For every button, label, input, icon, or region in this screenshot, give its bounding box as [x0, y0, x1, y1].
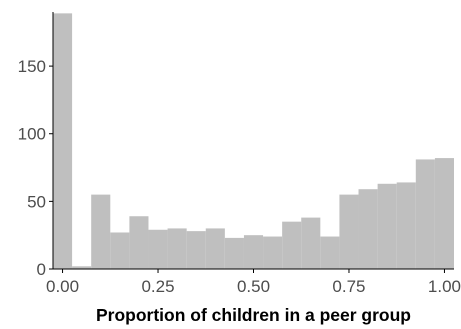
histogram-bar — [358, 189, 378, 269]
histogram-bar — [339, 194, 359, 269]
histogram-bar — [186, 231, 206, 269]
x-axis-title: Proportion of children in a peer group — [96, 305, 411, 325]
histogram-bar — [167, 228, 187, 269]
x-tick-label: 0.50 — [237, 277, 270, 296]
histogram-bar — [263, 236, 283, 269]
histogram-bar — [110, 232, 130, 269]
y-axis-ticks: 0 50 100 150 — [18, 57, 53, 279]
x-tick-label: 0.00 — [46, 277, 79, 296]
histogram-bar — [129, 216, 149, 269]
histogram-bar — [148, 229, 168, 269]
histogram-bar — [434, 158, 454, 269]
histogram-bar — [396, 182, 416, 269]
x-axis-ticks: 0.00 0.25 0.50 0.75 1.00 — [46, 269, 461, 296]
histogram-bar — [224, 237, 244, 269]
histogram-bars — [53, 13, 454, 270]
histogram-bar — [243, 235, 264, 269]
histogram-bar — [415, 159, 435, 269]
histogram-bar — [53, 13, 73, 270]
histogram-bar — [72, 266, 92, 269]
y-tick-label: 100 — [18, 125, 46, 144]
histogram-bar — [377, 183, 397, 269]
histogram-bar — [205, 228, 225, 269]
x-tick-label: 0.25 — [141, 277, 174, 296]
histogram-bar — [91, 194, 111, 269]
y-tick-label: 150 — [18, 57, 46, 76]
x-tick-label: 0.75 — [332, 277, 365, 296]
y-tick-label: 0 — [37, 260, 46, 279]
histogram-bar — [282, 221, 302, 269]
y-tick-label: 50 — [27, 192, 46, 211]
x-tick-label: 1.00 — [428, 277, 461, 296]
histogram-bar — [320, 236, 340, 269]
histogram-bar — [301, 217, 321, 269]
